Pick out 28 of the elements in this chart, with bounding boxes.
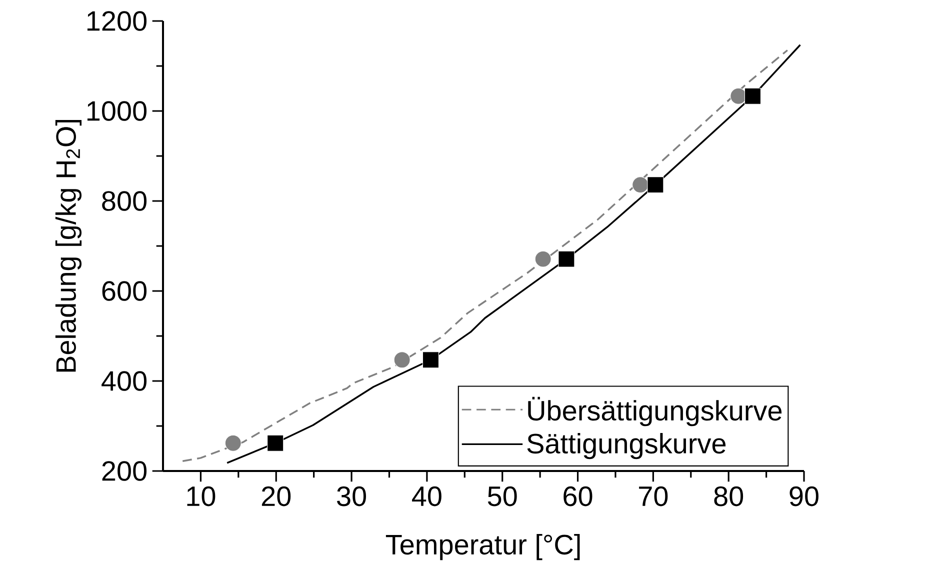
x-tick-label: 90 (790, 486, 818, 506)
y-tick-label: 1000 (87, 101, 147, 121)
y-tick-label: 1200 (87, 11, 147, 31)
legend-label: Übersättigungskurve (528, 396, 782, 426)
legend-label: Sättigungskurve (527, 433, 726, 460)
x-tick-label: 80 (714, 486, 744, 506)
x-axis-title: Temperatur [°C] (386, 534, 580, 560)
y-tick-label: 200 (102, 461, 147, 481)
point (558, 250, 575, 268)
y-tick-label: 800 (102, 191, 147, 211)
x-tick-label: 40 (412, 486, 442, 506)
y-tick-label: 400 (102, 371, 147, 391)
point (394, 352, 410, 368)
x-tick-label: 30 (337, 486, 366, 506)
x-tick-label: 70 (639, 486, 668, 506)
x-tick-label: 20 (262, 486, 291, 506)
point (224, 434, 242, 452)
point (632, 176, 649, 194)
x-tick-label: 10 (187, 486, 216, 506)
point (534, 250, 552, 268)
y-tick-label: 600 (102, 281, 147, 301)
point (744, 88, 761, 104)
point (422, 352, 439, 368)
x-tick-label: 60 (564, 486, 592, 506)
y-axis-title: Beladung [g/kg H$_{2}$O] (55, 120, 82, 372)
x-tick-label: 50 (488, 486, 517, 506)
point (267, 434, 284, 452)
point (647, 176, 664, 194)
